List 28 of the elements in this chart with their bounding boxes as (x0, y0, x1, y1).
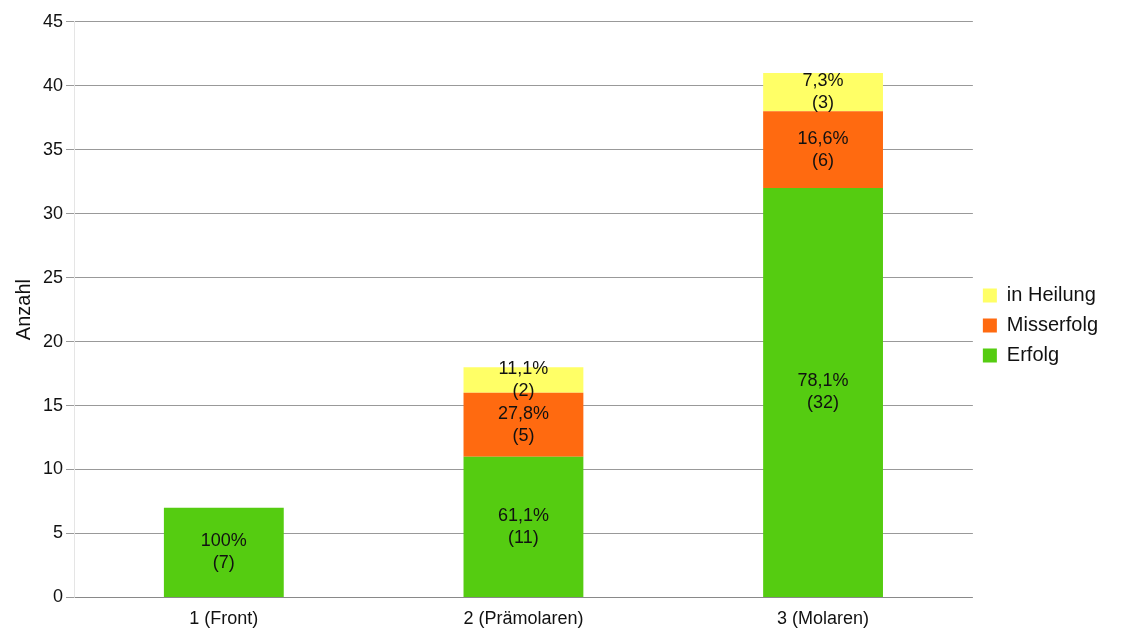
data-label: 78,1% (32) (797, 370, 849, 413)
bar (163, 507, 284, 597)
bar (763, 72, 883, 112)
legend-label: in Heilung (1006, 283, 1096, 306)
y-tick-label: 25 (42, 266, 64, 287)
legend-label: Misserfolg (1006, 313, 1099, 336)
y-tick-label: 30 (42, 202, 64, 223)
data-label: 7,3% (3) (802, 70, 844, 113)
y-tick-label: 10 (42, 458, 64, 479)
data-label: 61,1% (11) (497, 504, 549, 547)
y-tick-label: 35 (42, 138, 64, 159)
y-tick-label: 40 (42, 74, 64, 95)
bar (763, 188, 883, 597)
x-tick-label: 2 (Prämolaren) (463, 608, 584, 629)
y-tick-label: 5 (53, 522, 64, 543)
bar (463, 456, 584, 597)
y-tick-label: 45 (42, 10, 64, 31)
y-axis-title: Anzahl (11, 279, 34, 341)
y-tick-label: 20 (42, 330, 64, 351)
x-tick-label: 1 (Front) (189, 608, 259, 629)
data-label: 100% (7) (200, 530, 247, 573)
data-label: 16,6% (6) (797, 127, 849, 170)
legend-label: Erfolg (1006, 343, 1060, 366)
bar (763, 111, 883, 189)
y-tick-label: 15 (42, 394, 64, 415)
y-tick-label: 0 (53, 586, 64, 607)
x-tick-label: 3 (Molaren) (777, 608, 870, 629)
data-label: 27,8% (5) (497, 402, 549, 445)
